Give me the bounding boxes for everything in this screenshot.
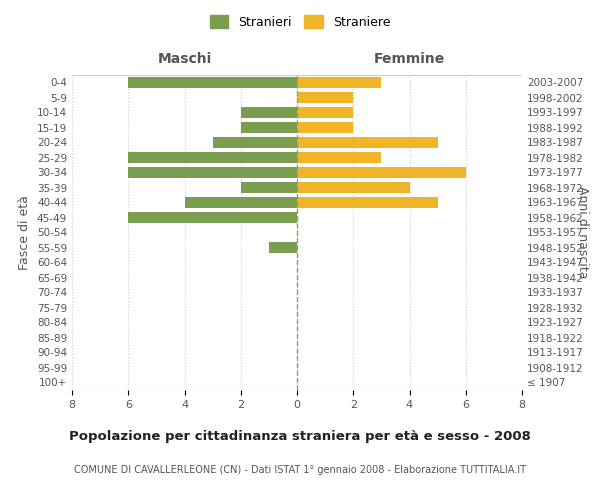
Bar — [212, 137, 297, 148]
Bar — [297, 107, 353, 118]
Bar — [297, 137, 437, 148]
Text: Popolazione per cittadinanza straniera per età e sesso - 2008: Popolazione per cittadinanza straniera p… — [69, 430, 531, 443]
Text: COMUNE DI CAVALLERLEONE (CN) - Dati ISTAT 1° gennaio 2008 - Elaborazione TUTTITA: COMUNE DI CAVALLERLEONE (CN) - Dati ISTA… — [74, 465, 526, 475]
Bar — [241, 122, 297, 133]
Bar — [297, 167, 466, 178]
Text: Femmine: Femmine — [374, 52, 445, 66]
Bar — [128, 212, 297, 223]
Bar — [297, 197, 437, 208]
Bar — [128, 167, 297, 178]
Text: Maschi: Maschi — [157, 52, 212, 66]
Y-axis label: Fasce di età: Fasce di età — [19, 195, 31, 270]
Bar — [297, 152, 382, 163]
Bar — [241, 182, 297, 193]
Bar — [241, 107, 297, 118]
Bar — [297, 77, 382, 88]
Y-axis label: Anni di nascita: Anni di nascita — [576, 186, 589, 279]
Bar — [297, 122, 353, 133]
Bar — [297, 182, 409, 193]
Bar — [297, 92, 353, 103]
Bar — [128, 77, 297, 88]
Legend: Stranieri, Straniere: Stranieri, Straniere — [206, 11, 394, 32]
Bar — [185, 197, 297, 208]
Bar — [269, 242, 297, 253]
Bar — [128, 152, 297, 163]
